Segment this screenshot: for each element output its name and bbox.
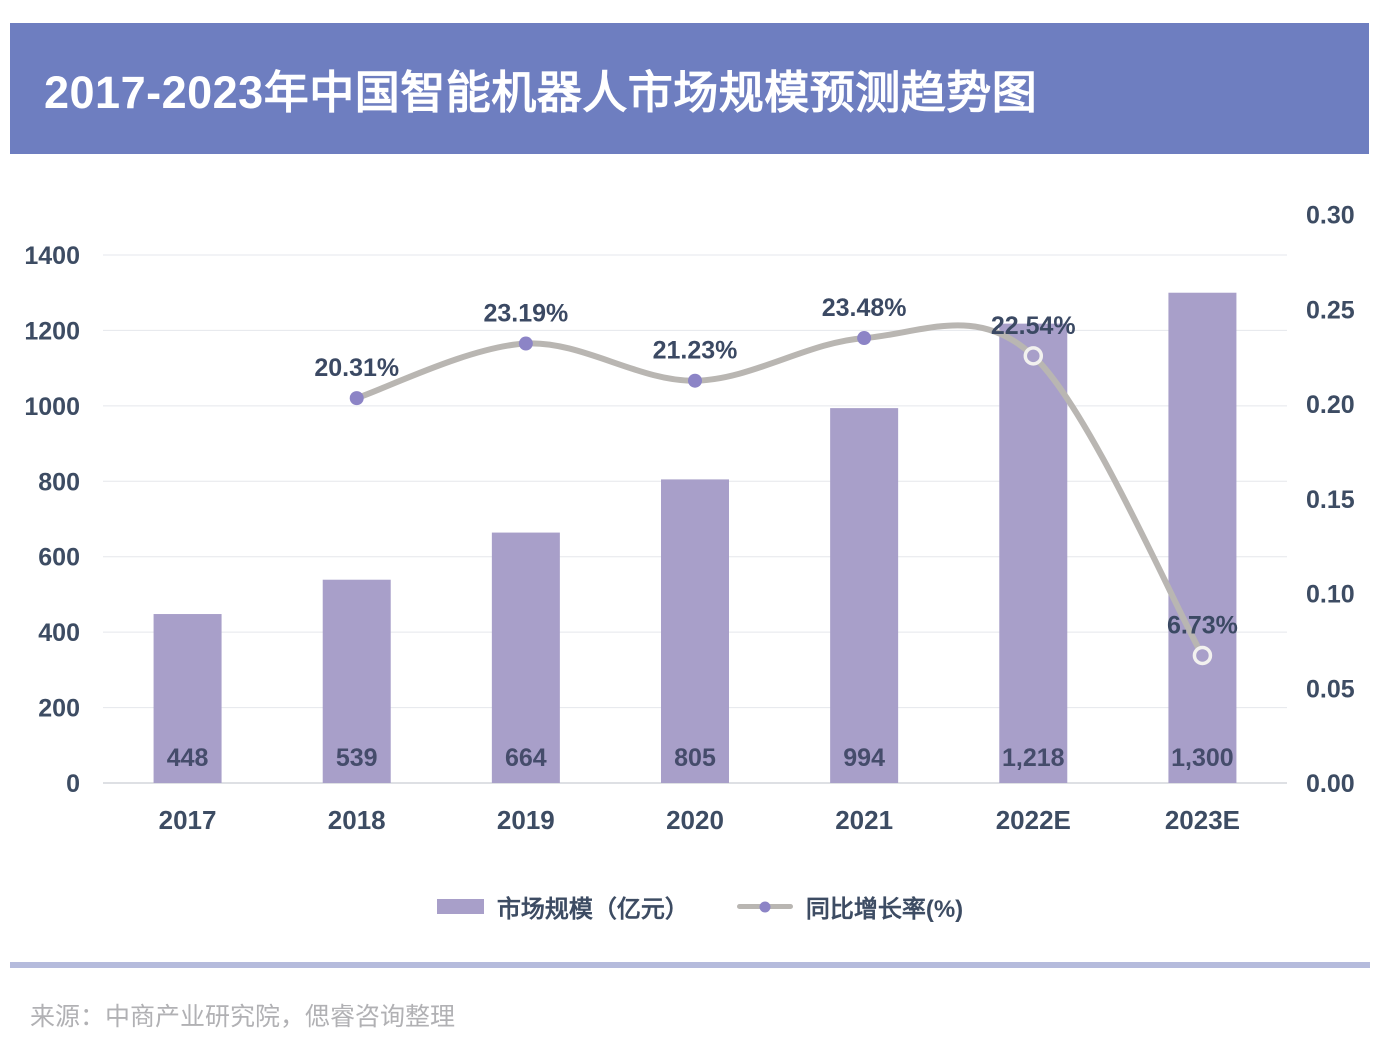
bar-2023E xyxy=(1168,292,1237,783)
bar-2022E xyxy=(999,323,1068,783)
line-point-label: 21.23% xyxy=(653,337,738,365)
line-marker-2018 xyxy=(349,391,364,406)
bar-value-label: 1,218 xyxy=(1002,744,1065,772)
right-axis-tick-label: 0.15 xyxy=(1306,486,1355,514)
line-series-dot xyxy=(759,901,771,912)
left-axis-tick-label: 600 xyxy=(38,544,80,572)
left-axis-tick-label: 400 xyxy=(38,619,80,647)
right-axis-tick-label: 0.05 xyxy=(1306,675,1355,703)
x-axis-label: 2023E xyxy=(1165,805,1240,835)
bar-2017 xyxy=(153,614,222,783)
bar-2020 xyxy=(661,479,729,783)
footer-divider xyxy=(10,962,1370,968)
right-axis-tick-label: 0.20 xyxy=(1306,391,1355,419)
x-axis-label: 2017 xyxy=(159,805,217,835)
line-point-label: 23.19% xyxy=(483,300,568,328)
right-axis-tick-label: 0.10 xyxy=(1306,581,1355,609)
line-marker-hollow-2022E xyxy=(1023,346,1044,366)
bar-2021 xyxy=(830,408,899,783)
left-axis-tick-label: 1000 xyxy=(24,393,80,421)
chart-legend: 市场规模（亿元） 同比增长率(%) xyxy=(0,889,1400,924)
right-axis-tick-label: 0.00 xyxy=(1306,770,1355,798)
bar-value-label: 539 xyxy=(336,744,378,772)
x-axis-label: 2021 xyxy=(835,805,893,835)
x-axis-label: 2020 xyxy=(666,805,724,835)
bar-value-label: 664 xyxy=(505,744,547,772)
left-axis-tick-label: 1400 xyxy=(24,242,80,270)
line-marker-2020 xyxy=(688,373,702,388)
line-point-label: 6.73% xyxy=(1167,611,1238,639)
line-marker-2019 xyxy=(518,336,533,351)
bar-2018 xyxy=(322,579,391,783)
left-axis-tick-label: 1200 xyxy=(24,317,80,345)
bar-value-label: 994 xyxy=(843,744,885,772)
chart-header: 2017-2023年中国智能机器人市场规模预测趋势图 xyxy=(10,23,1369,154)
x-axis-label: 2018 xyxy=(328,805,386,835)
line-point-label: 23.48% xyxy=(822,294,907,322)
right-axis-tick-label: 0.30 xyxy=(1306,202,1355,230)
left-axis-tick-label: 200 xyxy=(38,695,80,723)
legend-label-market-size: 市场规模（亿元） xyxy=(496,896,689,923)
line-series-swatch xyxy=(736,901,793,912)
left-axis-tick-label: 800 xyxy=(38,468,80,496)
left-axis-tick-label: 0 xyxy=(66,770,80,798)
page-title: 2017-2023年中国智能机器人市场规模预测趋势图 xyxy=(44,67,1038,118)
legend-item-market-size: 市场规模（亿元） xyxy=(436,889,689,924)
bar-value-label: 448 xyxy=(167,744,209,772)
source-note: 来源：中商产业研究院，偲睿咨询整理 xyxy=(30,1003,456,1031)
growth-rate-line xyxy=(353,322,1206,659)
bar-series-swatch xyxy=(436,899,484,914)
bar-value-label: 805 xyxy=(674,744,716,772)
line-point-label: 20.31% xyxy=(314,354,399,382)
legend-label-growth-rate: 同比增长率(%) xyxy=(805,896,964,923)
x-axis-label: 2019 xyxy=(497,805,555,835)
line-marker-2021 xyxy=(857,331,872,346)
line-point-label: 22.54% xyxy=(991,312,1076,340)
x-axis-label: 2022E xyxy=(996,805,1071,835)
bar-2019 xyxy=(491,532,560,783)
bar-value-label: 1,300 xyxy=(1171,744,1234,772)
line-marker-hollow-2023E xyxy=(1192,645,1213,666)
legend-item-growth-rate: 同比增长率(%) xyxy=(736,889,964,924)
right-axis-tick-label: 0.25 xyxy=(1306,296,1355,324)
